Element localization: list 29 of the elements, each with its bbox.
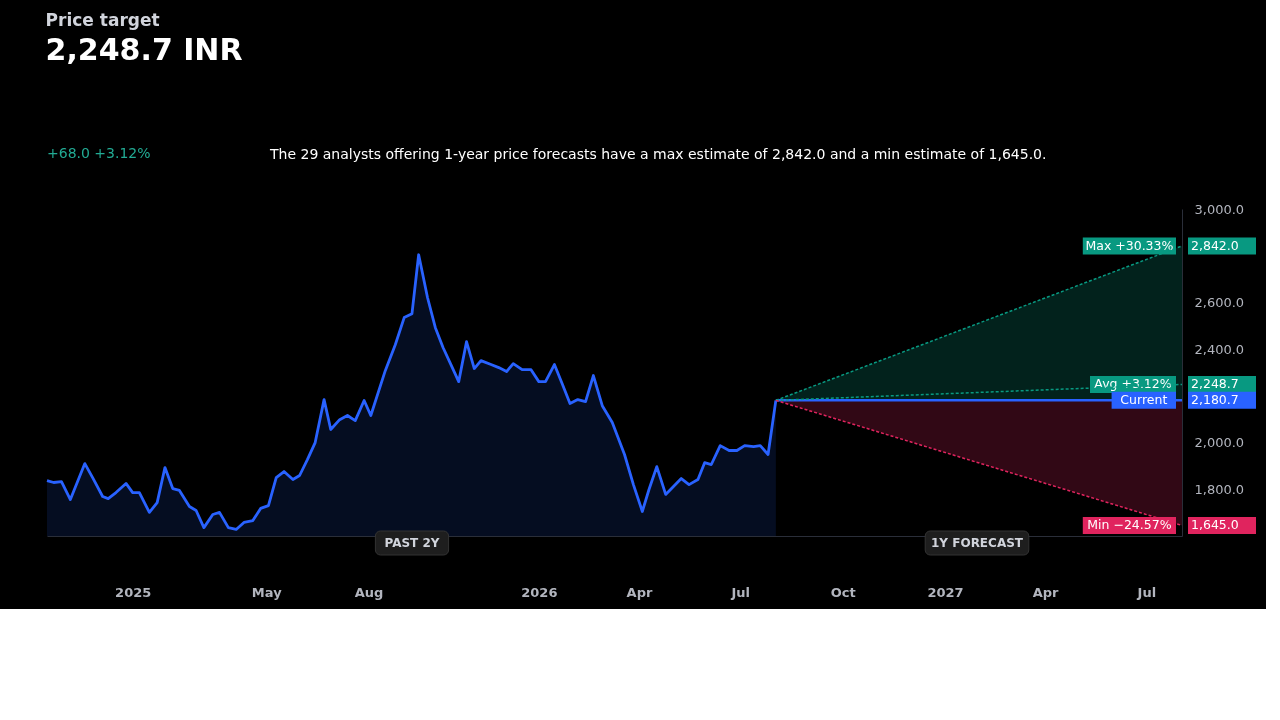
y-tick-label: 3,000.0 [1194,201,1245,217]
text: +68.0 +3.12% [47,145,151,161]
x-tick-label: Oct [830,584,856,600]
x-tick-label: 2027 [927,584,964,600]
data-label: 1,645.0 [1191,517,1239,533]
series-label: Avg +3.12% [1094,376,1172,392]
chart-title: Price target [45,10,160,30]
y-tick-label: 2,000.0 [1194,435,1245,451]
x-tick-label: Jul [1136,584,1157,600]
chart-subtitle: 2,248.7 INR [45,32,243,67]
x-tick-label: Apr [626,584,653,600]
annotation: PAST 2Y [384,536,440,550]
text: The 29 analysts offering 1-year price forecasts have a max estimate of 2,842.0 and a min estimate of 1,645.0. [269,146,1047,162]
y-tick-label: 1,800.0 [1194,481,1245,497]
y-tick-label: 2,400.0 [1194,341,1245,357]
annotation: 1Y FORECAST [931,536,1024,550]
x-tick-label: 2026 [521,584,558,600]
series-label: Max +30.33% [1085,237,1174,253]
x-tick-label: 2025 [115,584,152,600]
x-tick-label: Aug [354,584,384,600]
data-label: 2,180.7 [1191,392,1239,408]
series-label: Min −24.57% [1087,517,1172,533]
y-tick-label: 2,600.0 [1194,294,1245,310]
x-tick-label: Jul [730,584,751,600]
x-tick-label: Apr [1032,584,1060,600]
series-label: Current [1120,392,1168,408]
data-label: 2,248.7 [1191,376,1239,392]
data-label: 2,842.0 [1191,237,1239,253]
x-tick-label: May [251,584,283,600]
